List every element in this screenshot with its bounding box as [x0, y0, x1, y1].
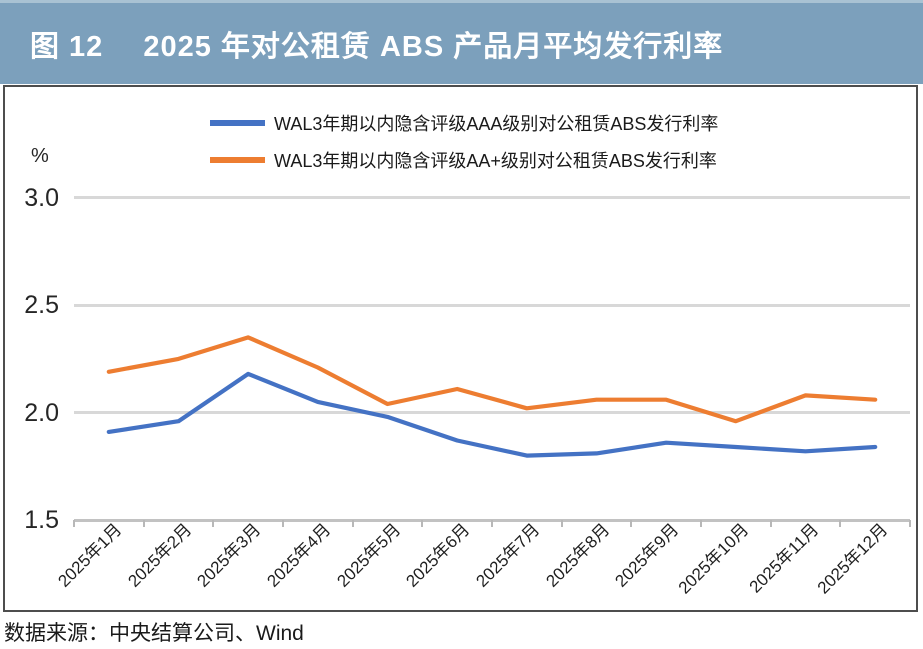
legend-swatch — [210, 120, 265, 126]
x-axis-tick — [142, 520, 145, 527]
line-series-canvas — [106, 335, 878, 458]
x-axis-tick — [700, 520, 702, 527]
x-axis-tick — [839, 520, 842, 527]
chart-container: WAL3年期以内隐含评级AAA级别对公租赁ABS发行利率 WAL3年期以内隐含评级… — [3, 85, 918, 612]
x-axis-tick — [909, 520, 911, 527]
x-axis-tick — [73, 520, 75, 527]
gridline — [74, 196, 910, 200]
legend-swatch — [210, 157, 265, 163]
x-axis-tick — [630, 520, 633, 527]
x-axis-tick — [351, 520, 354, 527]
y-axis-label: 2.0 — [24, 398, 59, 427]
series-line-aaa — [106, 371, 878, 458]
y-axis-label: 1.5 — [24, 506, 59, 534]
x-axis-tick — [491, 520, 493, 527]
x-axis-tick — [769, 520, 772, 527]
plot-area: WAL3年期以内隐含评级AAA级别对公租赁ABS发行利率 WAL3年期以内隐含评级… — [5, 87, 916, 610]
y-axis-label: 3.0 — [24, 183, 59, 212]
legend-label: WAL3年期以内隐含评级AA+级别对公租赁ABS发行利率 — [274, 151, 717, 171]
x-axis-tick — [282, 520, 284, 527]
x-axis-tick — [212, 520, 215, 527]
x-axis-tick — [560, 520, 563, 527]
data-source-note: 数据来源：中央结算公司、Wind — [4, 622, 304, 645]
chart-legend: WAL3年期以内隐含评级AAA级别对公租赁ABS发行利率 WAL3年期以内隐含评级… — [210, 111, 718, 185]
gridline — [74, 303, 910, 307]
series-line-aa-plus — [106, 335, 878, 424]
legend-label: WAL3年期以内隐含评级AAA级别对公租赁ABS发行利率 — [274, 114, 719, 134]
y-axis-label: 2.5 — [24, 291, 59, 320]
x-axis-tick — [421, 520, 424, 527]
figure-number-label: 图 12 — [30, 30, 104, 63]
legend-item-aa-plus: WAL3年期以内隐含评级AA+级别对公租赁ABS发行利率 — [210, 148, 718, 172]
gridline — [74, 411, 910, 415]
figure-title: 2025 年对公租赁 ABS 产品月平均发行利率 — [143, 30, 724, 63]
y-axis-unit-label: % — [31, 145, 49, 167]
legend-item-aaa: WAL3年期以内隐含评级AAA级别对公租赁ABS发行利率 — [210, 111, 718, 135]
figure-title-bar: 图 12 2025 年对公租赁 ABS 产品月平均发行利率 — [0, 0, 923, 84]
